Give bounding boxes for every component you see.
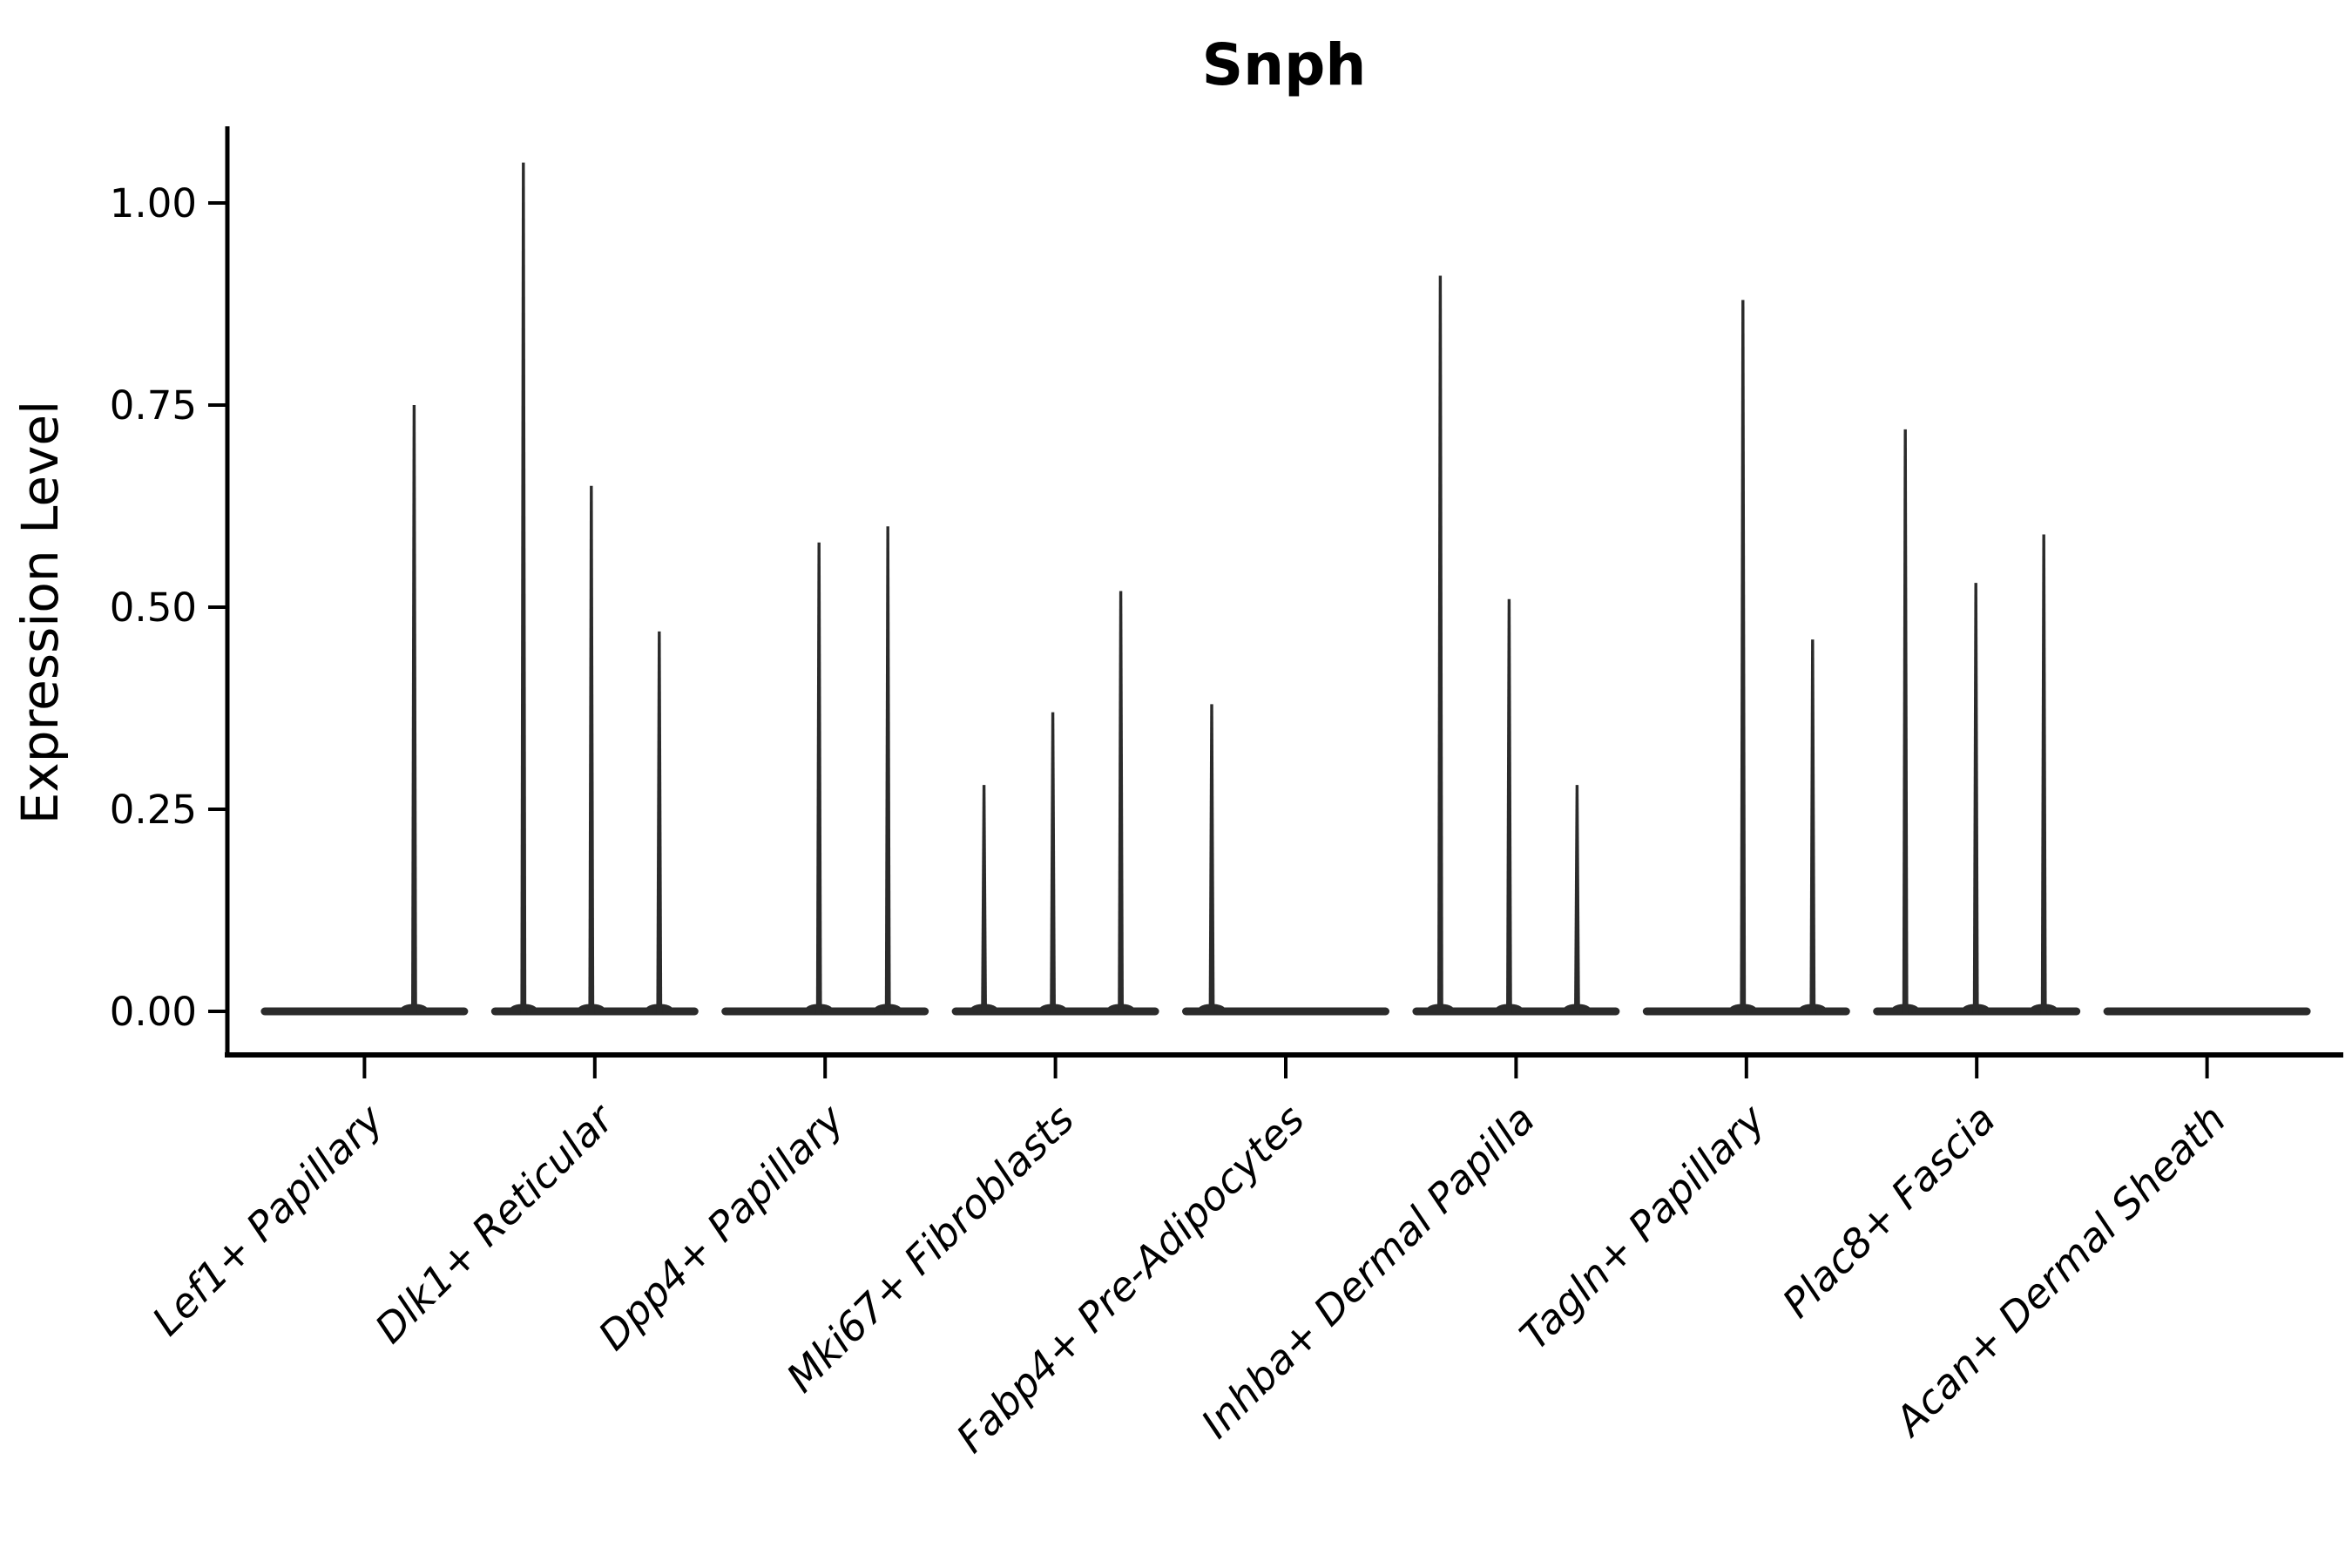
y-axis-title: Expression Level — [10, 401, 70, 824]
violin-baseline — [260, 1007, 469, 1016]
violin-spike — [1574, 785, 1580, 1013]
y-tick-label: 0.00 — [110, 989, 197, 1035]
y-tick-label: 0.25 — [110, 787, 197, 833]
violin-spike — [1118, 591, 1124, 1013]
violin-spike — [1902, 429, 1909, 1014]
y-ticks-group: 0.00 0.25 0.50 0.75 1.00 — [110, 180, 227, 1035]
violin-baseline — [1182, 1007, 1389, 1016]
violin-spike — [1972, 583, 1979, 1013]
y-tick-label: 0.75 — [110, 382, 197, 429]
violin-baseline — [2103, 1007, 2311, 1016]
x-tick-label: Dpp4+ Papillary — [589, 1095, 853, 1359]
y-tick-label: 1.00 — [110, 180, 197, 226]
violin-spike — [2040, 534, 2047, 1013]
violin-spike — [411, 405, 417, 1013]
violin-spike — [656, 631, 663, 1013]
chart-title: Snph — [1202, 31, 1367, 98]
violin-spike — [1437, 275, 1443, 1013]
violin-spike — [1050, 712, 1056, 1013]
violin-spike — [1740, 300, 1747, 1013]
x-tick-label: Plac8+ Fascia — [1774, 1096, 2004, 1327]
violin-spike — [815, 542, 822, 1013]
x-tick-label: Lef1+ Papillary — [143, 1095, 392, 1344]
violin-spike — [1506, 598, 1512, 1013]
violins-group — [260, 162, 2311, 1016]
violin-spike — [588, 485, 595, 1013]
y-tick-label: 0.50 — [110, 585, 197, 631]
violin-spike — [520, 162, 527, 1014]
violin-spike — [884, 526, 891, 1013]
x-tick-label: Tagln+ Papillary — [1511, 1095, 1774, 1359]
violin-spike — [1208, 704, 1215, 1013]
violin-spike — [1809, 639, 1816, 1013]
x-tick-label: Dlk1+ Reticular — [366, 1093, 625, 1352]
violin-spike — [981, 785, 987, 1013]
